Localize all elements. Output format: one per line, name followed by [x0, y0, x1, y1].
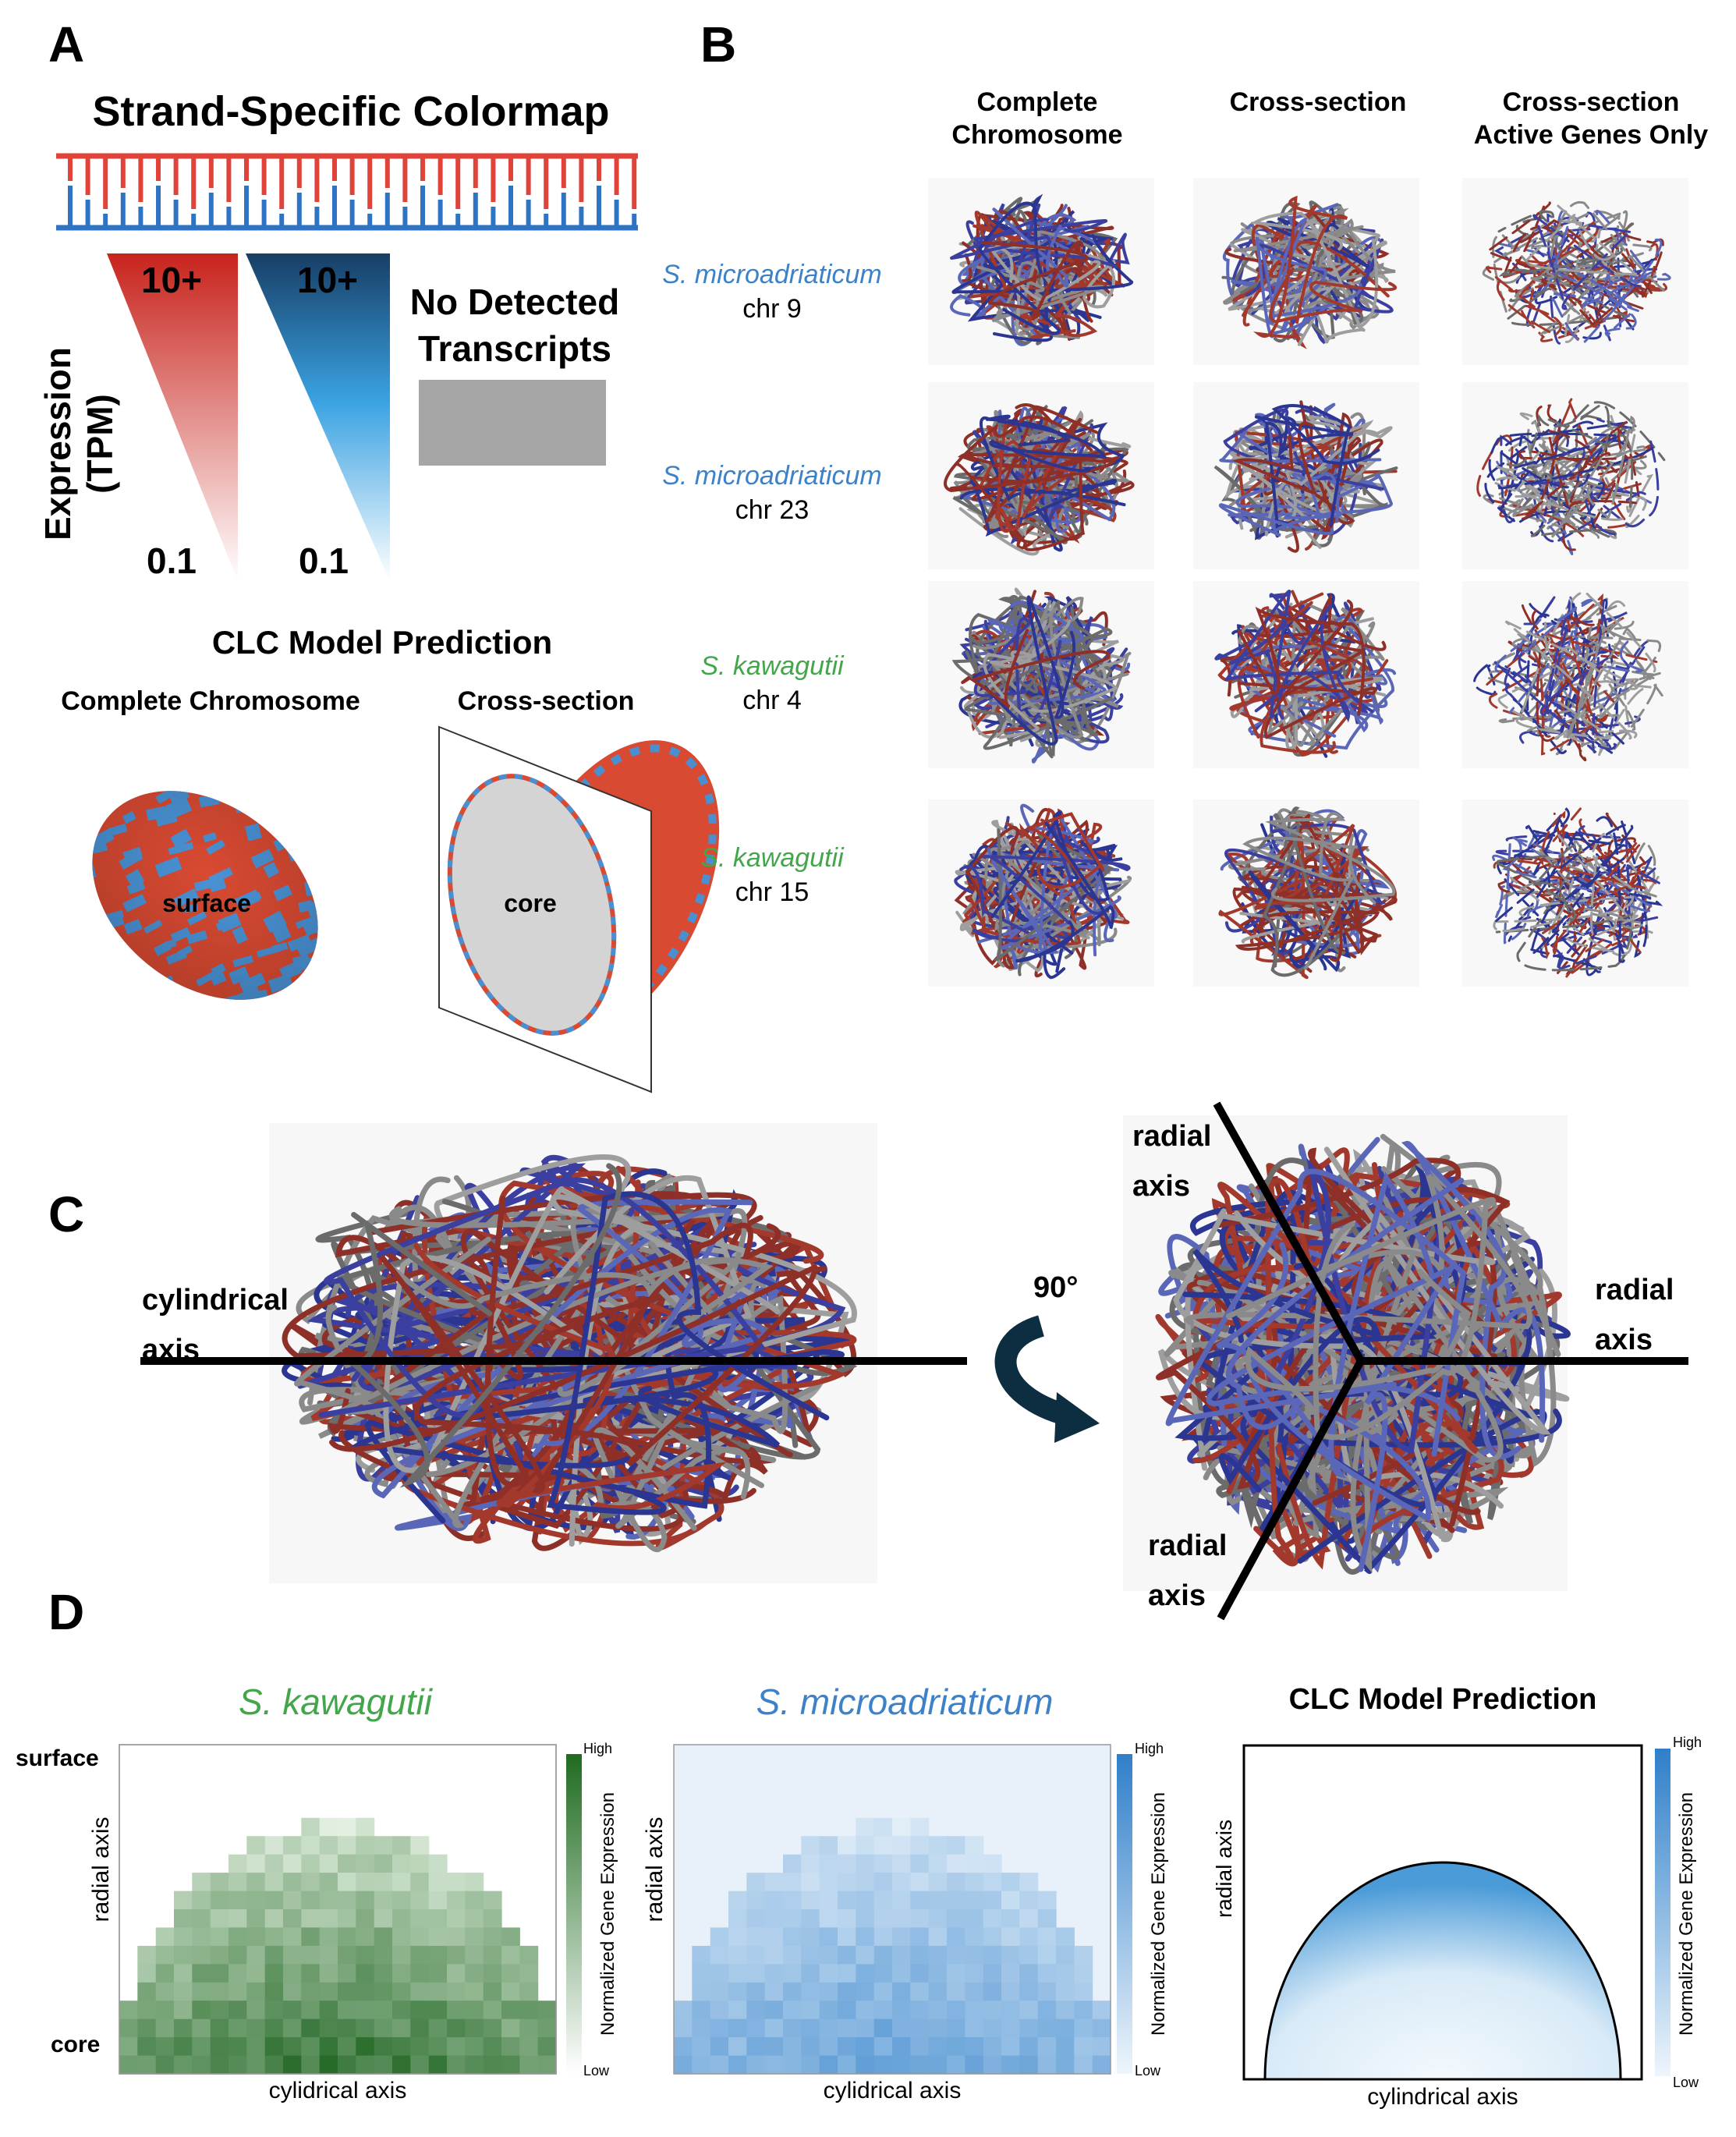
- row-label-1: S. microadriaticum chr 9: [647, 257, 897, 326]
- row-label-3: S. kawagutii chr 4: [647, 649, 897, 718]
- row-species-3: S. kawagutii: [700, 651, 844, 681]
- col-header-active-l1: Cross-section: [1502, 87, 1680, 117]
- blue-max-label: 10+: [296, 260, 359, 300]
- red-max-label: 10+: [140, 260, 203, 300]
- col-header-complete-l2: Chromosome: [951, 120, 1123, 150]
- clc-prediction-title: CLC Model Prediction: [211, 624, 553, 661]
- model-cbar-label-box: Normalized Gene Expression: [1554, 1792, 1736, 2036]
- kaw-cbar-low: Low: [583, 2063, 610, 2079]
- kaw-cbar-high: High: [583, 1741, 613, 1756]
- clc-model-title-d: CLC Model Prediction: [1288, 1683, 1597, 1716]
- radial-right-l2: axis: [1595, 1324, 1653, 1356]
- radial-axis-top-line: [1213, 1101, 1365, 1363]
- row-chr-4: chr 15: [735, 877, 810, 907]
- strand-ladder: [56, 153, 638, 231]
- mic-cbar-high: High: [1135, 1741, 1164, 1756]
- cylindrical-axis-l1: cylindrical: [142, 1284, 289, 1317]
- row-species-1: S. microadriaticum: [662, 260, 882, 289]
- mic-cbar-low: Low: [1135, 2063, 1161, 2079]
- mic-cbar-label-box: Normalized Gene Expression: [1026, 1792, 1291, 2036]
- model-x-label: cylindrical axis: [1367, 2084, 1518, 2110]
- microadriaticum-heatmap: [674, 1817, 1111, 2075]
- rotation-arrow: [994, 1315, 1072, 1426]
- row-label-2: S. microadriaticum chr 23: [647, 459, 897, 527]
- row-chr-3: chr 4: [742, 686, 802, 715]
- kawagutii-x-label: cylidrical axis: [268, 2078, 407, 2103]
- red-min-label: 0.1: [147, 540, 197, 581]
- col-header-active-l2: Active Genes Only: [1473, 120, 1709, 150]
- mic-cbar-label: Normalized Gene Expression: [1148, 1791, 1169, 2036]
- col-header-active: Cross-section Active Genes Only: [1451, 86, 1731, 151]
- red-gradient-triangle: [107, 253, 238, 581]
- radial-right-l1: radial: [1595, 1274, 1674, 1306]
- panel-c-letter: C: [48, 1186, 85, 1242]
- radial-right-label: radial axis: [1595, 1265, 1674, 1365]
- panel-b-letter: B: [700, 16, 737, 73]
- no-transcripts-swatch: [419, 380, 606, 466]
- row-chr-1: chr 9: [742, 294, 802, 324]
- cross-section-label: Cross-section: [457, 686, 635, 716]
- microadriaticum-y-label: radial axis: [642, 1816, 668, 1923]
- col-header-complete-l1: Complete: [976, 87, 1098, 117]
- model-prediction-dome: [1263, 1861, 1622, 2081]
- cylindrical-axis-l2: axis: [142, 1334, 200, 1366]
- radial-bottom-l2: axis: [1148, 1579, 1206, 1612]
- kawagutii-colorbar: [566, 1754, 582, 2074]
- blue-min-label: 0.1: [299, 540, 349, 581]
- kawagutii-heatmap: [119, 1817, 557, 2075]
- kaw-cbar-label-box: Normalized Gene Expression: [476, 1792, 741, 2036]
- radial-top-l1: radial: [1132, 1120, 1212, 1153]
- model-cbar-high: High: [1673, 1735, 1702, 1750]
- model-cbar-label: Normalized Gene Expression: [1676, 1791, 1697, 2036]
- kawagutii-y-label: radial axis: [88, 1816, 114, 1923]
- row-species-2: S. microadriaticum: [662, 461, 882, 491]
- surface-axis-label: surface: [16, 1745, 99, 1771]
- no-detect-line1: No Detected: [409, 282, 620, 322]
- core-axis-label: core: [51, 2032, 101, 2057]
- kawagutii-title: S. kawagutii: [238, 1682, 432, 1722]
- complete-chromosome-label: Complete Chromosome: [61, 686, 360, 716]
- radial-top-l2: axis: [1132, 1170, 1190, 1203]
- radial-axis-bottom-line: [1217, 1359, 1365, 1621]
- row-species-4: S. kawagutii: [700, 843, 844, 873]
- core-label: core: [504, 889, 557, 917]
- microadriaticum-title: S. microadriaticum: [756, 1682, 1054, 1722]
- end-view-chromosome: [1155, 1133, 1571, 1575]
- microadriaticum-colorbar: [1117, 1754, 1132, 2074]
- rotation-arrowhead: [1054, 1392, 1100, 1443]
- radial-bottom-l1: radial: [1148, 1529, 1228, 1562]
- model-yaxis-box: radial axis: [1170, 1820, 1279, 1918]
- model-colorbar: [1655, 1749, 1670, 2076]
- kaw-yaxis-box: radial axis: [47, 1816, 156, 1922]
- rotation-label: 90°: [1033, 1271, 1079, 1304]
- cylindrical-axis-label: cylindrical axis: [142, 1275, 289, 1375]
- row-label-4: S. kawagutii chr 15: [647, 841, 897, 909]
- col-header-complete: Complete Chromosome: [920, 86, 1154, 151]
- model-y-label: radial axis: [1212, 1819, 1236, 1919]
- no-detect-line2: Transcripts: [418, 328, 611, 369]
- colormap-title: Strand-Specific Colormap: [92, 88, 610, 135]
- col-header-cross-l1: Cross-section: [1229, 87, 1407, 117]
- col-header-cross: Cross-section: [1193, 86, 1443, 119]
- blue-gradient-triangle: [246, 253, 390, 581]
- microadriaticum-x-label: cylidrical axis: [823, 2078, 962, 2103]
- radial-top-label: radial axis: [1132, 1111, 1211, 1211]
- radial-bottom-label: radial axis: [1148, 1521, 1227, 1621]
- panel-a-letter: A: [48, 16, 85, 73]
- model-cbar-low: Low: [1673, 2075, 1699, 2090]
- kaw-cbar-label: Normalized Gene Expression: [597, 1791, 618, 2036]
- row-chr-2: chr 23: [735, 495, 810, 525]
- panel-d-letter: D: [48, 1584, 85, 1640]
- surface-label: surface: [162, 889, 251, 917]
